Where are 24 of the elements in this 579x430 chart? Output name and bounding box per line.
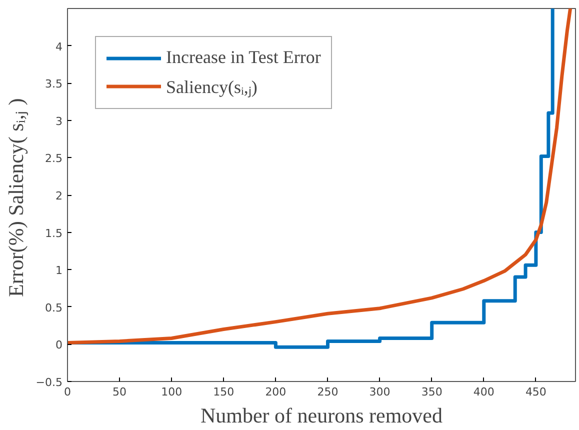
legend-label: Increase in Test Error: [166, 47, 321, 68]
x-tick-label: 450: [525, 386, 546, 398]
x-axis-title: Number of neurons removed: [200, 404, 444, 428]
y-tick-label: 3: [56, 114, 62, 128]
x-tick-label: 0: [64, 386, 71, 398]
x-tick-label: 50: [112, 386, 127, 398]
x-tick-label: 400: [473, 386, 494, 398]
x-tick-label: 250: [317, 386, 338, 398]
y-tick-label: 3.5: [45, 78, 63, 91]
y-tick-label: 0.5: [45, 301, 63, 314]
y-axis-title: Error(%) Saliency( sᵢ,ⱼ ): [4, 98, 29, 297]
y-tick-label: 2: [56, 190, 62, 202]
legend-label: Saliency(sᵢ,ⱼ): [166, 76, 258, 98]
y-tick-label: −0.5: [36, 376, 63, 389]
x-tick-label: 300: [369, 386, 390, 398]
x-tick-label: 350: [421, 386, 442, 398]
y-tick-label: 2.5: [45, 152, 63, 166]
x-tick-label: 100: [161, 386, 182, 398]
x-tick-label: 200: [265, 386, 286, 398]
x-tick-label: 150: [213, 386, 234, 398]
y-tick-label: 1: [56, 264, 62, 278]
y-tick-label: 1.5: [45, 226, 63, 240]
y-tick-label: 4: [56, 40, 62, 54]
y-tick-label: 0: [56, 338, 62, 352]
